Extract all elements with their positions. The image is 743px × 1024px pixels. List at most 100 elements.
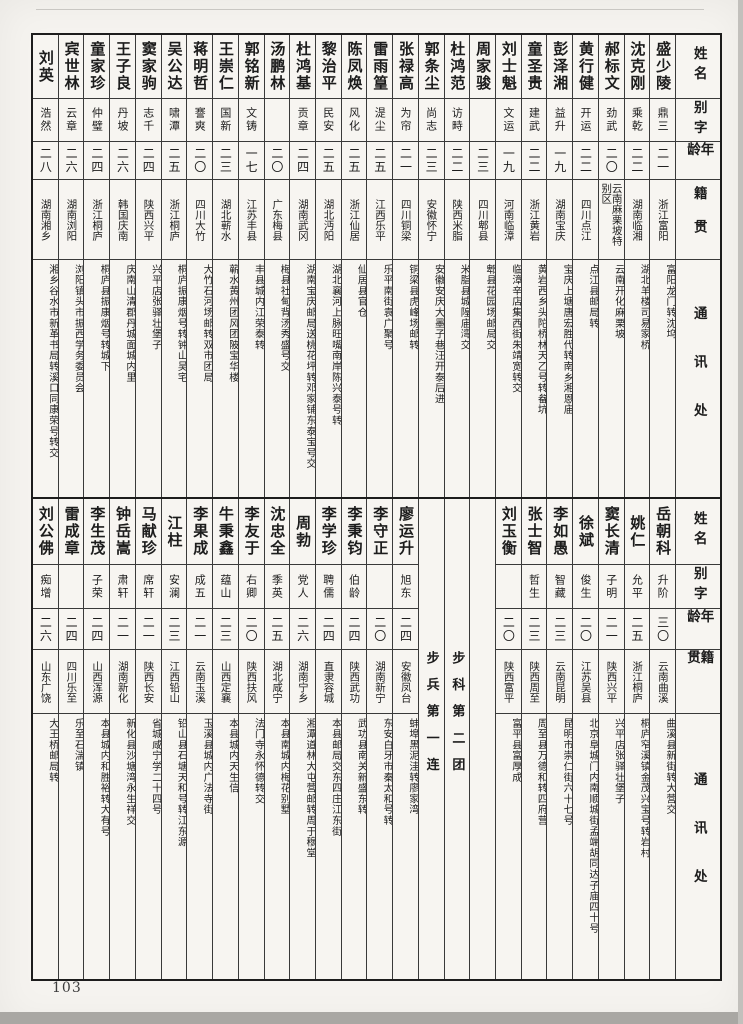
person-zi: 謇爽 — [187, 99, 213, 142]
person-age: 二一 — [135, 609, 161, 650]
person-address: 桐庐窄溪镇金茂兴宝号转岩村 — [625, 714, 650, 975]
person-name: 陈凤焕 — [341, 35, 367, 99]
person-origin: 湖南湘乡 — [33, 180, 58, 260]
person-zi — [495, 565, 521, 609]
person-address: 蕲水黄州团风团陂宝华楼 — [213, 260, 238, 497]
person-address-text: 桐庐窄溪镇金茂兴宝号转岩村 — [638, 718, 650, 859]
person-age-text: 二三 — [527, 615, 542, 643]
person-name: 马献珍 — [135, 499, 161, 565]
person-age-text: 一九 — [501, 147, 516, 174]
person-name: 牛秉鑫 — [213, 499, 238, 565]
person-origin: 浙江仙居 — [341, 180, 367, 260]
row-label-origin: 籍贯 — [676, 650, 720, 714]
person-address: 北京阜城门内南顺城街孟端胡同达子庙四十号 — [573, 714, 598, 975]
person-zi-text: 右卿 — [244, 573, 258, 600]
person-age: 二〇 — [187, 142, 213, 180]
person-column: 李秉钧 伯龄 二四 陕西武功 武功县南关新盛东转 — [340, 499, 367, 979]
person-origin: 陕西米脂 — [444, 180, 470, 260]
person-origin: 四川点江 — [573, 180, 598, 260]
person-name: 沈忠全 — [264, 499, 290, 565]
person-zi-text: 席轩 — [141, 573, 155, 600]
person-origin: 湖北蕲水 — [213, 180, 238, 260]
person-name-text: 徐斌 — [576, 514, 595, 549]
person-address-text: 兴平店张驿壮堡子 — [149, 264, 161, 351]
person-name: 窦家驹 — [135, 35, 161, 99]
person-name-text: 牛秉鑫 — [216, 506, 235, 557]
person-zi: 智藏 — [547, 565, 573, 609]
person-address-text: 大竹石河场邮转双市团局 — [201, 264, 213, 383]
person-zi-text: 志千 — [141, 107, 155, 133]
person-address: 梅县社甸背汤秀盛号交 — [265, 260, 289, 497]
person-name-text: 周家骏 — [474, 41, 493, 92]
person-name: 张禄高 — [393, 35, 418, 99]
person-age: 二四 — [290, 142, 315, 180]
person-address: 米脂县城隍庙湾交 — [445, 260, 469, 497]
person-name: 杜鸿范 — [444, 35, 470, 99]
row-label-address: 通讯处 — [676, 260, 720, 497]
person-address: 黄岩西乡头陀桥林天乙号转畚坑 — [522, 260, 546, 497]
person-name-text: 刘英 — [36, 49, 55, 84]
person-name: 童圣贵 — [521, 35, 547, 99]
person-name-text: 廖运升 — [396, 506, 415, 557]
person-address: 本县城内天生信 — [213, 714, 238, 975]
person-age-text: 二一 — [398, 147, 413, 174]
person-name-text: 黄行健 — [576, 41, 595, 92]
person-zi-text: 访畤 — [450, 107, 464, 133]
person-address-text: 本县城内天生信 — [226, 718, 238, 794]
person-name: 盛少陵 — [650, 35, 675, 99]
person-address: 桐庐县振康烟号转城下 — [84, 260, 109, 497]
person-name-text: 雷雨篁 — [371, 41, 390, 92]
person-origin-text: 陕西周至 — [528, 660, 541, 703]
person-zi-text: 蕴山 — [218, 573, 232, 600]
person-origin: 安徽怀宁 — [418, 180, 444, 260]
person-zi-text: 謇爽 — [193, 107, 207, 133]
unit-heading-column: 步兵第一连 — [417, 499, 444, 979]
person-zi: 国新 — [213, 99, 238, 142]
person-zi-text: 子荣 — [90, 573, 104, 600]
person-address-text: 乐至石湍镇 — [72, 718, 84, 772]
person-column: 陈凤焕 风化 二五 浙江仙居 仙居县官仓 — [340, 35, 367, 497]
roster-section-bottom: 姓名 别字 年龄 籍贯 通讯处 岳朝科 升阶 三〇 云南曲溪 曲溪县新街转大营交 姚仁 允平 二五 浙江桐… — [33, 497, 720, 979]
person-age: 一九 — [547, 142, 573, 180]
person-column: 江柱 安澜 二三 江西铅山 铅山县石塘天和号转江东源 — [160, 499, 187, 979]
person-address-text: 湘乡谷水市新革书局转溪口同康荣号转交 — [46, 264, 58, 459]
person-address: 新化县沙塘湾永生祥交 — [110, 714, 135, 975]
person-origin: 广东梅县 — [264, 180, 290, 260]
person-age-text: 二四 — [321, 615, 336, 643]
person-age: 二六 — [110, 142, 135, 180]
person-zi: 党人 — [290, 565, 315, 609]
person-zi: 鼎三 — [650, 99, 675, 142]
person-origin-text: 四川点江 — [579, 198, 592, 241]
person-zi-text: 成五 — [193, 573, 207, 600]
person-name: 刘公佛 — [33, 499, 58, 565]
person-age: 二三 — [213, 142, 238, 180]
person-column: 马献珍 席轩 二一 陕西长安 省城咸宁学二十四号 — [134, 499, 161, 979]
scan-edge-bottom — [0, 1012, 743, 1024]
person-address-text: 郫县花园场邮局交 — [483, 264, 495, 351]
person-name-text: 李生茂 — [88, 506, 107, 557]
person-column: 牛秉鑫 蕴山 二三 山西定襄 本县城内天生信 — [212, 499, 238, 979]
person-age: 二五 — [624, 609, 650, 650]
person-age: 二〇 — [495, 609, 521, 650]
person-column: 窦家驹 志千 二四 陕西兴平 兴平店张驿壮堡子 — [134, 35, 161, 497]
person-age-text: 二四 — [347, 615, 362, 643]
person-age-text: 二六 — [115, 147, 130, 174]
person-column: 郝标文 劲武 二〇 云南麻栗坡特别区 云南开化麻栗坡 — [597, 35, 624, 497]
person-name: 窦长清 — [598, 499, 624, 565]
person-origin-text: 四川大竹 — [193, 198, 206, 241]
person-name-text: 窦家驹 — [139, 41, 158, 92]
person-name-text: 黎治平 — [319, 41, 338, 92]
person-name: 王崇仁 — [213, 35, 238, 99]
person-origin-text: 浙江黄岩 — [528, 198, 541, 241]
person-origin: 陕西周至 — [521, 650, 547, 714]
person-origin: 浙江桐庐 — [624, 650, 650, 714]
person-age-text: 二一 — [655, 147, 670, 174]
person-age-text: 二四 — [141, 147, 156, 174]
person-column: 童家珍 仲璧 二四 浙江桐庐 桐庐县振康烟号转城下 — [83, 35, 110, 497]
person-zi-text: 聘儒 — [321, 573, 335, 600]
person-name-text: 郭铭新 — [242, 41, 261, 92]
person-zi: 浩然 — [33, 99, 58, 142]
person-column: 李友于 右卿 二〇 陕西扶风 法门寺永怀德转交 — [237, 499, 264, 979]
person-origin: 湖南浏阳 — [58, 180, 84, 260]
person-origin-text: 陕西长安 — [142, 660, 155, 703]
